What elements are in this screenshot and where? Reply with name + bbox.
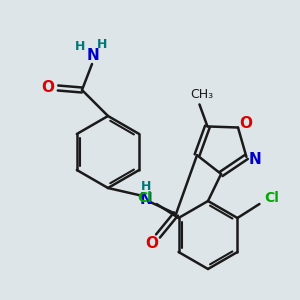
Text: H: H <box>97 38 107 50</box>
Text: CH₃: CH₃ <box>190 88 213 101</box>
Text: H: H <box>141 179 151 193</box>
Text: O: O <box>239 116 253 131</box>
Text: N: N <box>87 47 99 62</box>
Text: N: N <box>140 193 152 208</box>
Text: N: N <box>249 152 262 167</box>
Text: Cl: Cl <box>264 191 279 205</box>
Text: O: O <box>146 236 158 250</box>
Text: O: O <box>41 80 55 95</box>
Text: Cl: Cl <box>137 191 152 205</box>
Text: H: H <box>75 40 85 52</box>
